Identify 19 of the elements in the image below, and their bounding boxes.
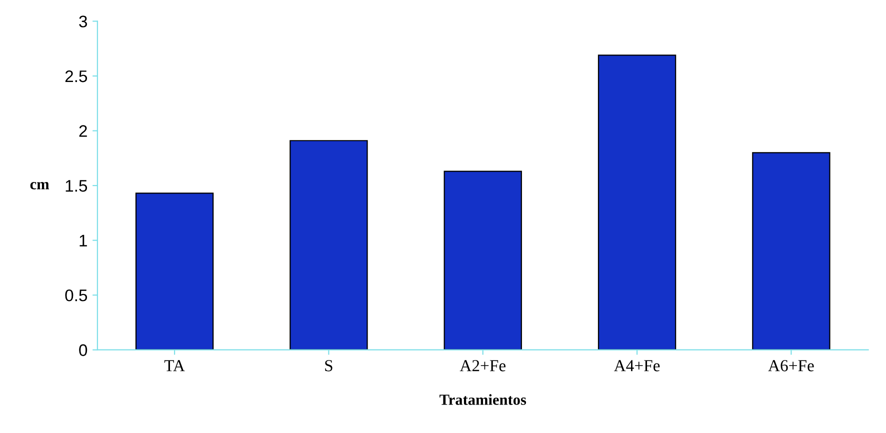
y-tick-label: 2 xyxy=(79,125,87,137)
y-axis-title: cm xyxy=(30,182,50,190)
y-tick-label: 1 xyxy=(80,234,87,246)
bar xyxy=(290,140,368,350)
bar xyxy=(444,170,522,350)
x-tick-label: TA xyxy=(164,360,185,372)
x-tick-label: A2+Fe xyxy=(460,360,506,372)
y-tick-label: 2.5 xyxy=(65,70,88,82)
bar xyxy=(752,152,830,350)
x-tick-label: S xyxy=(325,360,332,372)
x-tick-label: A6+Fe xyxy=(768,360,814,372)
y-tick-label: 0.5 xyxy=(65,289,88,302)
bar xyxy=(598,54,676,350)
x-axis-title: Tratamientos xyxy=(440,394,526,405)
y-tick-label: 3 xyxy=(79,16,88,28)
y-tick-label: 0 xyxy=(79,344,88,356)
y-tick-label: 1.5 xyxy=(66,180,88,192)
x-tick-label: A4+Fe xyxy=(614,360,660,372)
bar xyxy=(135,192,214,350)
